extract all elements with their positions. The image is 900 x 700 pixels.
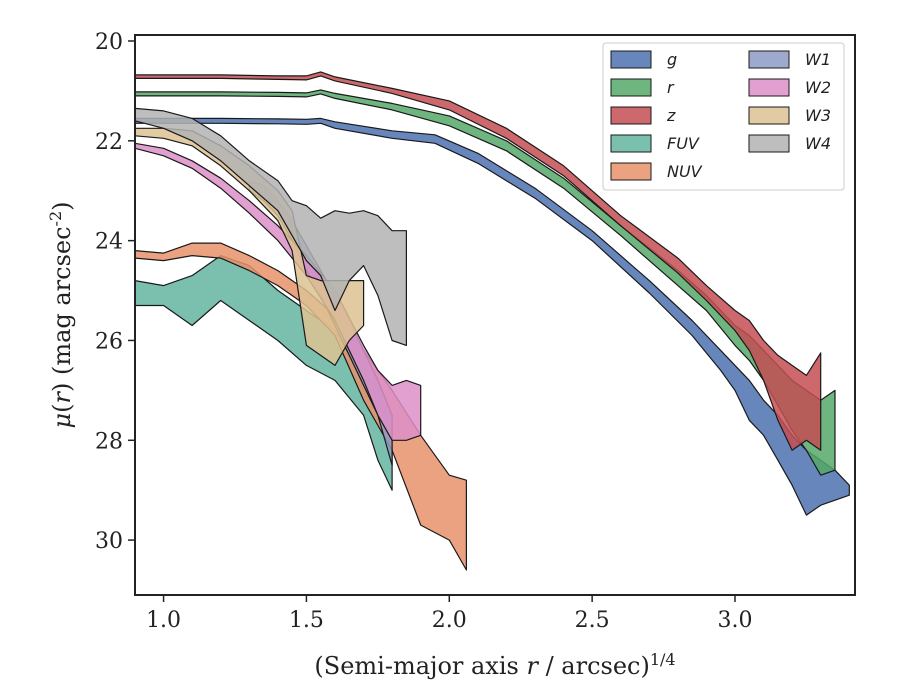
legend-label-w2: W2 [805,78,831,97]
x-axis: 1.0 1.5 2.0 2.5 3.0 [146,595,753,633]
legend-swatch-w1 [748,50,790,69]
series-band-r [135,89,836,476]
legend-label-w1: W1 [805,50,831,69]
legend-swatch-w3 [748,106,790,125]
series-band-w2 [135,142,422,441]
legend-swatch-w2 [748,78,790,97]
legend-swatch-g [610,50,652,69]
series-band-w4 [135,107,407,346]
legend-swatch-w4 [748,134,790,153]
legend-label-r: r [667,78,675,97]
x-axis-label: (Semi-major axis r / arcsec)1/4​ [314,650,675,680]
y-tick-label: 28 [95,429,123,454]
legend-label-z: z [666,106,676,125]
x-tick-label: 3.0 [718,608,753,633]
series-band-g [135,117,850,516]
legend-swatch-r [610,78,652,97]
legend-label-w4: W4 [805,134,831,153]
y-tick-label: 30 [95,529,123,554]
series-bands [135,71,850,571]
legend-swatch-nuv [610,162,652,181]
y-axis: 20 22 24 26 28 30 [95,30,135,554]
y-tick-label: 22 [95,130,123,155]
legend-label-fuv: FUV [667,134,700,153]
x-tick-label: 1.5 [289,608,324,633]
y-tick-label: 24 [95,230,123,255]
legend-swatch-fuv [610,134,652,153]
legend-label-w3: W3 [805,106,831,125]
y-tick-label: 20 [95,30,123,55]
axis-labels: (Semi-major axis r / arcsec)1/4​ μ(r) (ma… [46,201,676,680]
legend-swatch-z [610,106,652,125]
x-tick-label: 1.0 [146,608,181,633]
plot-frame [134,34,856,596]
series-band-z [135,71,822,451]
legend: grz FUV NUV W1 W2 W3 W4 [602,42,845,191]
x-tick-label: 2.5 [575,608,610,633]
legend-label-g: g [667,50,677,69]
y-tick-label: 26 [95,329,123,354]
x-tick-label: 2.0 [432,608,467,633]
y-axis-label: μ(r) (mag arcsec-2​) [46,201,76,428]
legend-label-nuv: NUV [667,162,703,181]
